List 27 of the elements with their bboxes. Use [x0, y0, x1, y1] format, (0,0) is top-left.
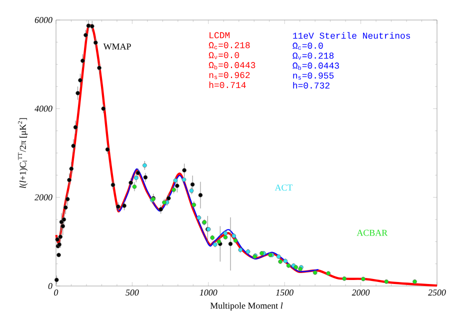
annotation: h=0.714 [209, 81, 246, 88]
text: ACBAR [356, 230, 388, 236]
annotation: Ω$_{ν}$=0.0 [208, 52, 240, 60]
y-tick-label: 0 [48, 282, 52, 290]
x-tick-label: 500 [126, 290, 139, 296]
x-tick-label: 0 [54, 290, 58, 296]
x-tick-label: 2500 [428, 290, 446, 296]
annotation: n$_{s}$=0.955 [293, 72, 334, 80]
x-axis-title: Multipole Moment l [210, 302, 283, 311]
annotation: Ω$_{c}$=0.0 [292, 42, 323, 50]
y-tick-label: 4000 [34, 106, 52, 112]
x-tick-label: 1500 [276, 290, 294, 296]
x-tick-label: 1000 [200, 290, 218, 296]
y-tick-label: 2000 [34, 194, 52, 200]
y-tick-label: 6000 [34, 16, 52, 24]
x-tick-label: 2000 [352, 290, 370, 296]
series-label: WMAP [103, 44, 131, 50]
annotation: Ω$_{ν}$=0.218 [292, 52, 334, 60]
text: 11eV Sterile Neutrinos [293, 32, 410, 39]
text: ACT [274, 184, 293, 191]
annotation: Ω$_{b}$=0.0443 [292, 62, 339, 70]
text: l(l+1)C$_{l}$$^{TT}$/2π [μK$^{2}$] [18, 118, 28, 188]
text: LCDM [210, 32, 230, 38]
annotation: Ω$_{b}$=0.0443 [208, 62, 256, 70]
annotation: n$_{s}$=0.962 [209, 72, 250, 80]
annotation: Ω$_{c}$=0.218 [208, 42, 250, 50]
annotation: h=0.732 [293, 82, 330, 89]
